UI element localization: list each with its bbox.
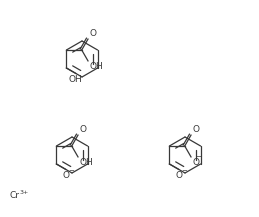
Text: 3+: 3+ [20, 189, 29, 194]
Text: O: O [62, 171, 69, 180]
Text: O: O [175, 171, 182, 180]
Text: −: − [68, 168, 74, 174]
Text: Cr: Cr [10, 191, 20, 199]
Text: O: O [192, 125, 199, 134]
Text: OH: OH [90, 62, 103, 71]
Text: OH: OH [69, 75, 83, 84]
Text: OH: OH [80, 158, 93, 167]
Text: O: O [80, 125, 87, 134]
Text: O: O [90, 29, 97, 38]
Text: O: O [192, 158, 199, 167]
Text: −: − [196, 155, 202, 160]
Text: −: − [182, 168, 187, 174]
